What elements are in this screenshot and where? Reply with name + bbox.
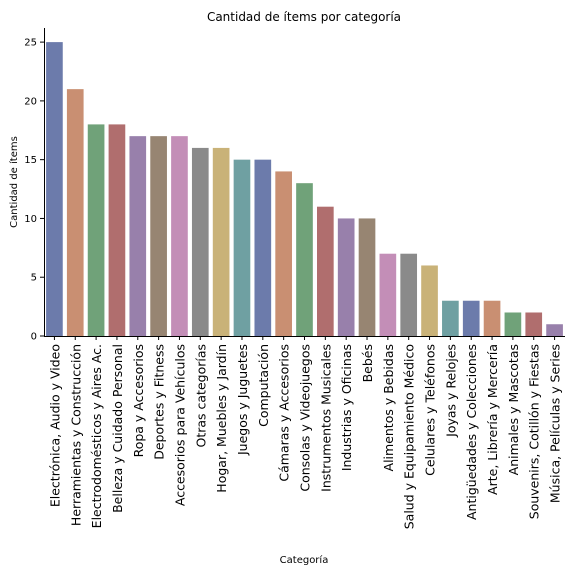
- y-axis-ticks: 0 5 10 15 20 25: [24, 38, 44, 343]
- x-tick-label: Antigüedades y Colecciones: [464, 344, 479, 520]
- x-axis-ticks: Electrónica, Audio y Video Herramientas y…: [47, 336, 563, 529]
- x-tick-label: Juegos y Juguetes: [235, 344, 250, 456]
- x-tick-label: Alimentos y Bebidas: [381, 344, 396, 471]
- bar: [546, 324, 563, 336]
- bars-group: [46, 42, 563, 337]
- bar: [296, 183, 313, 336]
- x-tick-label: Consolas y Videojuegos: [298, 344, 313, 492]
- bar: [421, 265, 438, 336]
- x-tick-label: Salud y Equipamiento Médico: [402, 344, 417, 529]
- x-tick-label: Belleza y Cuidado Personal: [110, 344, 125, 513]
- bar: [483, 300, 501, 336]
- bar: [212, 147, 230, 336]
- bar: [87, 124, 105, 337]
- bar: [129, 136, 147, 336]
- bar: [317, 206, 334, 336]
- x-tick-label: Accesorios para Vehículos: [172, 344, 187, 506]
- x-tick-label: Hogar, Muebles y Jardín: [214, 344, 229, 493]
- x-tick-label: Electrodomésticos y Aires Ac.: [89, 344, 104, 528]
- y-tick-label: 20: [24, 96, 37, 107]
- x-tick-label: Deportes y Fitness: [152, 344, 167, 460]
- y-tick-label: 15: [24, 155, 37, 166]
- x-tick-label: Otras categorías: [193, 344, 208, 448]
- bar: [46, 42, 63, 337]
- bar: [150, 136, 167, 336]
- x-tick-label: Souvenirs, Cotillón y Fiestas: [527, 344, 542, 519]
- x-tick-label: Instrumentos Musicales: [318, 344, 333, 492]
- chart-title: Cantidad de ítems por categoría: [207, 10, 401, 24]
- x-tick-label: Bebés: [360, 344, 375, 382]
- bar: [233, 159, 251, 336]
- x-axis-label: Categoría: [280, 554, 329, 566]
- y-axis-label: Cantidad de ítems: [8, 136, 20, 228]
- bar: [400, 253, 418, 336]
- x-tick-label: Herramientas y Construcción: [68, 344, 83, 526]
- bar: [442, 300, 459, 336]
- y-tick-label: 5: [31, 273, 37, 284]
- x-tick-label: Electrónica, Audio y Video: [47, 344, 62, 507]
- bar: [254, 159, 272, 336]
- x-tick-label: Cámaras y Accesorios: [277, 344, 292, 482]
- bar: [504, 312, 522, 336]
- bar: [171, 136, 188, 336]
- x-tick-label: Animales y Mascotas: [506, 344, 521, 475]
- x-tick-label: Arte, Librería y Mercería: [485, 344, 500, 495]
- bar: [379, 253, 397, 336]
- x-tick-label: Joyas y Relojes: [443, 344, 458, 438]
- bar: [462, 300, 480, 336]
- y-tick-label: 25: [24, 38, 37, 49]
- x-tick-label: Industrias y Oficinas: [339, 344, 354, 471]
- bar: [525, 312, 543, 336]
- bar: [337, 218, 355, 336]
- y-tick-label: 0: [31, 332, 37, 343]
- bar: [108, 124, 126, 337]
- bar: [358, 218, 376, 336]
- x-tick-label: Música, Películas y Series: [548, 344, 563, 503]
- x-tick-label: Ropa y Accesorios: [131, 344, 146, 457]
- x-tick-label: Celulares y Teléfonos: [423, 344, 438, 476]
- y-tick-label: 10: [24, 214, 37, 225]
- bar: [191, 147, 209, 336]
- bar: [66, 89, 84, 336]
- bar: [275, 171, 292, 336]
- x-tick-label: Computación: [256, 344, 271, 427]
